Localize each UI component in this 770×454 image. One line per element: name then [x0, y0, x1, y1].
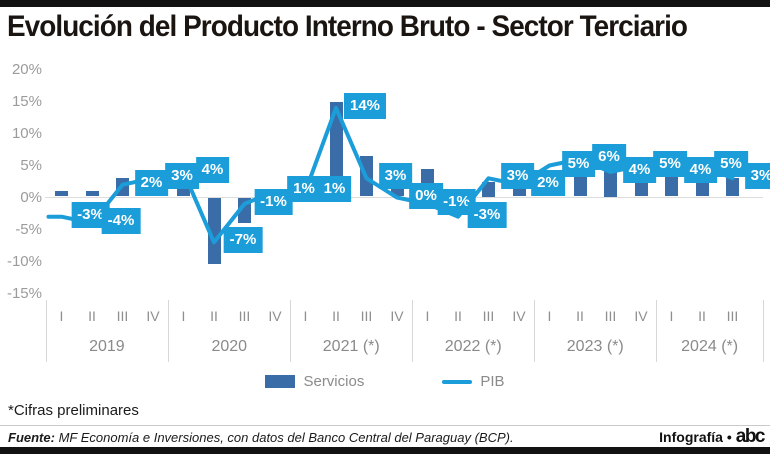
year-separator	[168, 300, 170, 362]
bar-servicios	[177, 184, 190, 197]
quarter-label: II	[698, 308, 706, 324]
quarter-label: I	[547, 308, 552, 324]
year-label: 2020	[211, 338, 248, 355]
source-divider	[0, 425, 770, 426]
quarter-label: IV	[146, 308, 160, 324]
credit-block: Infografía • abc	[659, 426, 766, 447]
bar-servicios	[207, 198, 221, 265]
pib-value-label: 4%	[622, 156, 657, 183]
year-separator	[290, 300, 292, 362]
year-label: 2019	[89, 338, 125, 355]
quarter-label: II	[576, 308, 584, 324]
quarter-label: I	[59, 308, 64, 324]
pib-value-label: 3%	[378, 163, 413, 190]
bar-servicios	[512, 184, 526, 197]
pib-value-label: 4%	[195, 156, 230, 183]
pib-value-label: 2%	[134, 169, 169, 196]
pib-value-label: 1%	[317, 176, 352, 203]
source-label: Fuente:	[8, 430, 55, 445]
legend: Servicios PIB	[0, 373, 770, 390]
pib-value-label: -7%	[223, 227, 263, 254]
year-separator	[656, 300, 658, 362]
year-separator	[763, 300, 764, 362]
year-label: 2022 (*)	[444, 338, 502, 355]
year-separator	[412, 300, 414, 362]
pib-value-label: -3%	[467, 201, 507, 228]
year-separator	[45, 300, 47, 362]
legend-label-servicios: Servicios	[303, 373, 365, 390]
bar-servicios	[85, 191, 99, 197]
y-tick-label: 0%	[20, 188, 42, 206]
footnote-preliminary: *Cifras preliminares	[8, 402, 139, 419]
quarter-label: I	[181, 308, 186, 324]
pib-value-label: -4%	[101, 208, 141, 235]
quarter-label: I	[303, 308, 308, 324]
bottom-border-bar	[0, 447, 770, 454]
pib-line-swatch-icon	[442, 379, 473, 384]
quarter-label: IV	[268, 308, 282, 324]
pib-value-label: 3%	[744, 163, 770, 190]
quarter-label: III	[482, 308, 495, 324]
year-label: 2021 (*)	[322, 338, 380, 355]
y-tick-label: 20%	[11, 60, 42, 78]
y-tick-label: 5%	[20, 156, 42, 174]
quarter-label: II	[88, 308, 96, 324]
pib-value-label: 4%	[683, 156, 718, 183]
abc-color-logo: abc	[735, 426, 766, 447]
year-label: 2023 (*)	[566, 338, 624, 355]
legend-item-servicios: Servicios	[265, 373, 364, 390]
pib-value-label: 6%	[592, 144, 626, 171]
pib-value-label: 5%	[561, 150, 596, 177]
y-tick-label: 15%	[11, 92, 42, 110]
legend-label-pib: PIB	[480, 373, 505, 390]
y-tick-label: 10%	[11, 124, 42, 142]
bar-servicios	[329, 101, 343, 197]
top-border-bar	[0, 0, 770, 7]
bar-servicios	[55, 191, 68, 197]
quarter-label: II	[454, 308, 462, 324]
quarter-label: IV	[634, 308, 648, 324]
year-separator	[534, 300, 536, 362]
quarter-label: III	[238, 308, 251, 324]
quarter-label: II	[210, 308, 218, 324]
quarter-label: III	[726, 308, 739, 324]
quarter-label: IV	[390, 308, 404, 324]
bar-servicios	[726, 178, 739, 197]
year-label: 2024 (*)	[681, 338, 739, 355]
legend-item-pib: PIB	[442, 373, 505, 390]
bar-servicios	[665, 171, 678, 197]
pib-value-label: 5%	[653, 150, 687, 177]
quarter-label: III	[360, 308, 373, 324]
pib-value-label: 3%	[165, 163, 199, 190]
quarter-label: III	[604, 308, 617, 324]
y-tick-label: -15%	[6, 284, 42, 302]
source-text-block: Fuente: MF Economía e Inversiones, con d…	[8, 430, 514, 445]
quarter-label: I	[425, 308, 430, 324]
quarter-label: II	[332, 308, 340, 324]
pib-value-label: 1%	[287, 176, 321, 203]
credit-text: Infografía •	[659, 429, 732, 445]
quarter-label: IV	[512, 308, 526, 324]
quarter-label: I	[669, 308, 674, 324]
source-row: Fuente: MF Economía e Inversiones, con d…	[8, 426, 766, 447]
pib-value-label: -1%	[254, 188, 293, 215]
y-tick-label: -5%	[15, 220, 42, 238]
pib-value-label: 3%	[500, 163, 535, 190]
quarter-label: III	[116, 308, 129, 324]
pib-line	[46, 105, 735, 245]
page-title: Evolución del Producto Interno Bruto - S…	[7, 10, 688, 43]
y-tick-label: -10%	[6, 252, 42, 270]
pib-value-label: 2%	[531, 169, 565, 196]
servicios-swatch-icon	[265, 375, 296, 388]
pib-value-label: 14%	[343, 92, 387, 119]
source-text: MF Economía e Inversiones, con datos del…	[58, 430, 514, 445]
pib-value-label: 5%	[714, 150, 748, 177]
